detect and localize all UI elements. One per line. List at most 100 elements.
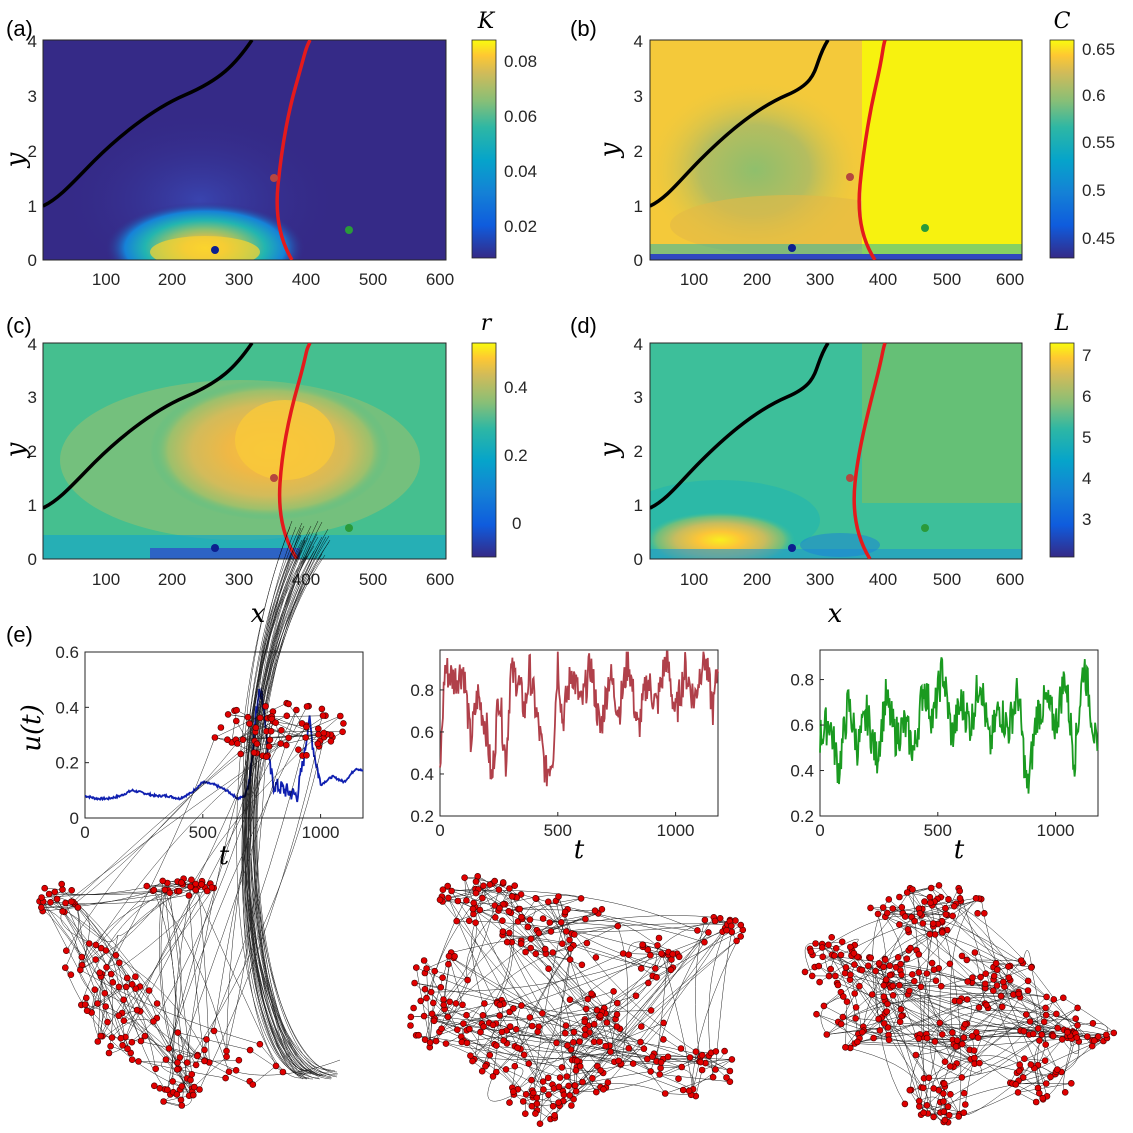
network-right bbox=[801, 882, 1118, 1126]
svg-text:3: 3 bbox=[28, 388, 37, 407]
svg-text:0: 0 bbox=[634, 550, 643, 569]
svg-text:300: 300 bbox=[806, 570, 834, 589]
networks bbox=[36, 520, 1118, 1127]
svg-text:400: 400 bbox=[869, 570, 897, 589]
panel-d-heatmap bbox=[650, 343, 1022, 559]
svg-text:1: 1 bbox=[634, 496, 643, 515]
point-red bbox=[270, 474, 278, 482]
red-boundary-curve bbox=[275, 40, 312, 260]
panel-d: (d) 100 200 300 400 500 600 0 1 2 bbox=[570, 311, 1091, 629]
svg-text:300: 300 bbox=[225, 570, 253, 589]
panel-c-curves bbox=[43, 343, 312, 559]
svg-text:300: 300 bbox=[225, 270, 253, 289]
panel-c-colorbar bbox=[471, 342, 497, 558]
svg-text:0.65: 0.65 bbox=[1082, 40, 1115, 59]
svg-text:500: 500 bbox=[359, 270, 387, 289]
point-green bbox=[921, 224, 929, 232]
svg-text:200: 200 bbox=[158, 570, 186, 589]
panel-d-curves bbox=[650, 343, 887, 559]
svg-text:7: 7 bbox=[1082, 346, 1091, 365]
ts-left-ytick-label: 0.2 bbox=[55, 754, 79, 773]
panel-e-tag: (e) bbox=[6, 622, 33, 647]
network-middle-nodes bbox=[407, 872, 747, 1127]
svg-text:100: 100 bbox=[92, 270, 120, 289]
svg-text:0.2: 0.2 bbox=[504, 446, 528, 465]
svg-text:200: 200 bbox=[743, 270, 771, 289]
point-green bbox=[921, 524, 929, 532]
svg-text:6: 6 bbox=[1082, 387, 1091, 406]
panel-b-cb-label: C bbox=[1054, 9, 1071, 34]
panel-a-yticks: 0 1 2 3 4 bbox=[28, 32, 37, 270]
svg-text:3: 3 bbox=[1082, 510, 1091, 529]
svg-text:600: 600 bbox=[426, 570, 454, 589]
ts-left-xtick-label: 0 bbox=[80, 823, 89, 842]
svg-text:4: 4 bbox=[634, 32, 643, 51]
ts-right-ytick-label: 0.2 bbox=[790, 807, 814, 826]
svg-text:0: 0 bbox=[512, 514, 521, 533]
panel-c-cb-ticks: 0 0.2 0.4 bbox=[504, 378, 528, 533]
ts-right-xtick-label: 500 bbox=[924, 821, 952, 840]
svg-text:600: 600 bbox=[426, 270, 454, 289]
svg-text:2: 2 bbox=[28, 142, 37, 161]
network-middle bbox=[407, 872, 747, 1127]
timeseries-middle: t 0 500 1000 0.2 0.4 0.6 0.8 bbox=[410, 649, 719, 865]
panel-d-xticks: 100 200 300 400 500 600 bbox=[680, 570, 1024, 589]
network-left bbox=[36, 520, 347, 1109]
svg-text:4: 4 bbox=[634, 335, 643, 354]
svg-text:0: 0 bbox=[28, 251, 37, 270]
panel-e-ylabel: u(t) bbox=[17, 704, 47, 751]
svg-text:500: 500 bbox=[933, 270, 961, 289]
ts-middle-xtick-label: 500 bbox=[544, 821, 572, 840]
svg-text:0.55: 0.55 bbox=[1082, 133, 1115, 152]
panel-a-colorbar bbox=[471, 39, 497, 259]
panel-b: (b) 100 200 300 400 500 600 0 1 bbox=[570, 9, 1115, 289]
ts-middle-xtick-label: 0 bbox=[435, 821, 444, 840]
network-right-nodes bbox=[801, 882, 1118, 1126]
svg-text:300: 300 bbox=[806, 270, 834, 289]
point-red bbox=[846, 474, 854, 482]
ts-left-ytick-label: 0.4 bbox=[55, 698, 79, 717]
panel-d-tag: (d) bbox=[570, 313, 597, 338]
svg-text:100: 100 bbox=[680, 570, 708, 589]
svg-text:500: 500 bbox=[933, 570, 961, 589]
panel-b-curves bbox=[650, 40, 887, 260]
svg-text:0: 0 bbox=[634, 251, 643, 270]
ts-left-xtick-label: 1000 bbox=[302, 823, 340, 842]
panel-a-xticks: 100 200 300 400 500 600 bbox=[92, 270, 454, 289]
panel-c-ylabel: y bbox=[1, 442, 31, 458]
point-green bbox=[345, 524, 353, 532]
svg-text:100: 100 bbox=[92, 570, 120, 589]
panel-b-heatmap bbox=[650, 40, 1022, 260]
ts-left-xlabel: t bbox=[219, 841, 230, 871]
svg-text:0.04: 0.04 bbox=[504, 162, 537, 181]
panel-d-colorbar bbox=[1049, 342, 1075, 558]
panel-c-yticks: 0 1 2 3 4 bbox=[28, 335, 37, 569]
ts-middle-xtick-label: 1000 bbox=[657, 821, 695, 840]
ts-right-series-line bbox=[819, 657, 1099, 794]
panel-c-cb-label: r bbox=[481, 311, 493, 336]
ts-left-ytick-label: 0.6 bbox=[55, 643, 79, 662]
panel-c: (c) 100 200 300 400 500 600 0 1 2 bbox=[1, 311, 528, 629]
ts-right-ytick-label: 0.4 bbox=[790, 762, 814, 781]
svg-text:4: 4 bbox=[28, 335, 37, 354]
point-blue bbox=[211, 544, 219, 552]
point-blue bbox=[211, 246, 219, 254]
svg-text:0.06: 0.06 bbox=[504, 107, 537, 126]
panel-b-tag: (b) bbox=[570, 16, 597, 41]
svg-text:0.08: 0.08 bbox=[504, 52, 537, 71]
point-green bbox=[345, 226, 353, 234]
panel-d-cb-ticks: 3 4 5 6 7 bbox=[1082, 346, 1091, 529]
svg-text:2: 2 bbox=[634, 142, 643, 161]
panel-c-heatmap bbox=[43, 343, 446, 559]
svg-text:1: 1 bbox=[28, 496, 37, 515]
panel-b-xticks: 100 200 300 400 500 600 bbox=[680, 270, 1024, 289]
panel-b-colorbar bbox=[1049, 39, 1075, 259]
point-red bbox=[270, 174, 278, 182]
ts-middle-series-line bbox=[439, 650, 719, 787]
panel-a-ylabel: y bbox=[1, 152, 31, 168]
ts-middle-ytick-label: 0.8 bbox=[410, 681, 434, 700]
svg-text:3: 3 bbox=[634, 388, 643, 407]
panel-b-ylabel: y bbox=[595, 142, 625, 158]
ts-middle-ytick-label: 0.2 bbox=[410, 807, 434, 826]
svg-text:0.5: 0.5 bbox=[1082, 181, 1106, 200]
